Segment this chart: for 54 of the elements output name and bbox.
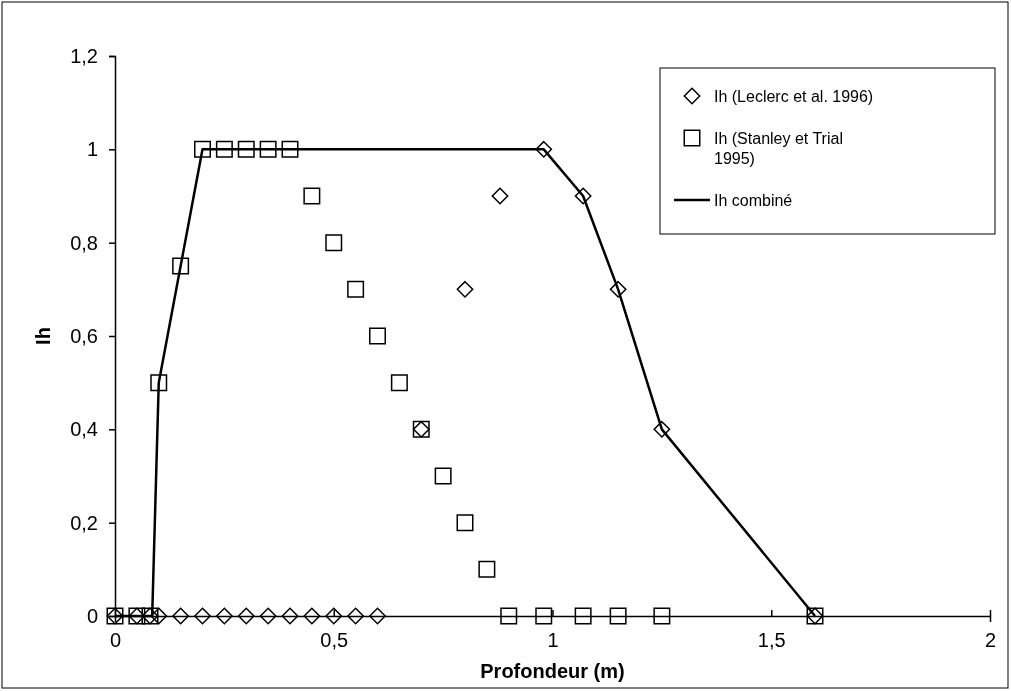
point (172, 257, 190, 275)
y-tick-label: 0,2 (70, 511, 98, 534)
point (574, 187, 592, 205)
point (434, 467, 452, 485)
x-tick-label: 1,5 (757, 629, 786, 651)
point (150, 607, 168, 625)
point (347, 280, 365, 298)
point (456, 280, 474, 298)
point (574, 607, 592, 625)
point (303, 187, 321, 205)
x-axis-title: Profondeur (m) (480, 660, 625, 682)
y-tick-label: 0,4 (70, 418, 98, 441)
legend-label: Ih (Stanley et Trial 1995) (714, 130, 843, 167)
x-tick-label: 0,5 (320, 629, 349, 651)
point (653, 420, 671, 438)
x-tick-label: 0 (109, 629, 122, 651)
point (172, 607, 190, 625)
y-axis-title: Ih (32, 327, 54, 345)
point (281, 607, 299, 625)
point (325, 607, 343, 625)
x-tick-label: 1 (547, 629, 559, 651)
point (237, 140, 255, 158)
point (281, 140, 299, 158)
point (478, 560, 496, 578)
y-tick-label: 1 (86, 138, 98, 161)
point (259, 140, 277, 158)
x-tick-label: 2 (984, 629, 997, 651)
point (609, 607, 627, 625)
point (653, 607, 671, 625)
point (491, 187, 509, 205)
point (390, 374, 408, 392)
point (215, 140, 233, 158)
point (215, 607, 233, 625)
y-tick-label: 0 (86, 604, 98, 627)
point (535, 607, 553, 625)
point (150, 374, 168, 392)
point (303, 607, 321, 625)
y-tick-label: 1,2 (70, 44, 98, 67)
point (369, 327, 386, 345)
legend-label: Ih (Leclerc et al. 1996) (714, 88, 874, 105)
legend-label: Ih combiné (714, 192, 793, 209)
y-tick-label: 0,6 (70, 324, 98, 347)
point (194, 140, 211, 158)
point (347, 607, 365, 625)
point (500, 607, 518, 625)
point (456, 514, 474, 532)
point (237, 607, 255, 625)
point (259, 607, 277, 625)
y-tick-label: 0,8 (70, 231, 98, 254)
point (325, 234, 343, 252)
point (369, 607, 386, 625)
point (194, 607, 211, 625)
point (609, 280, 627, 298)
point (535, 140, 553, 158)
